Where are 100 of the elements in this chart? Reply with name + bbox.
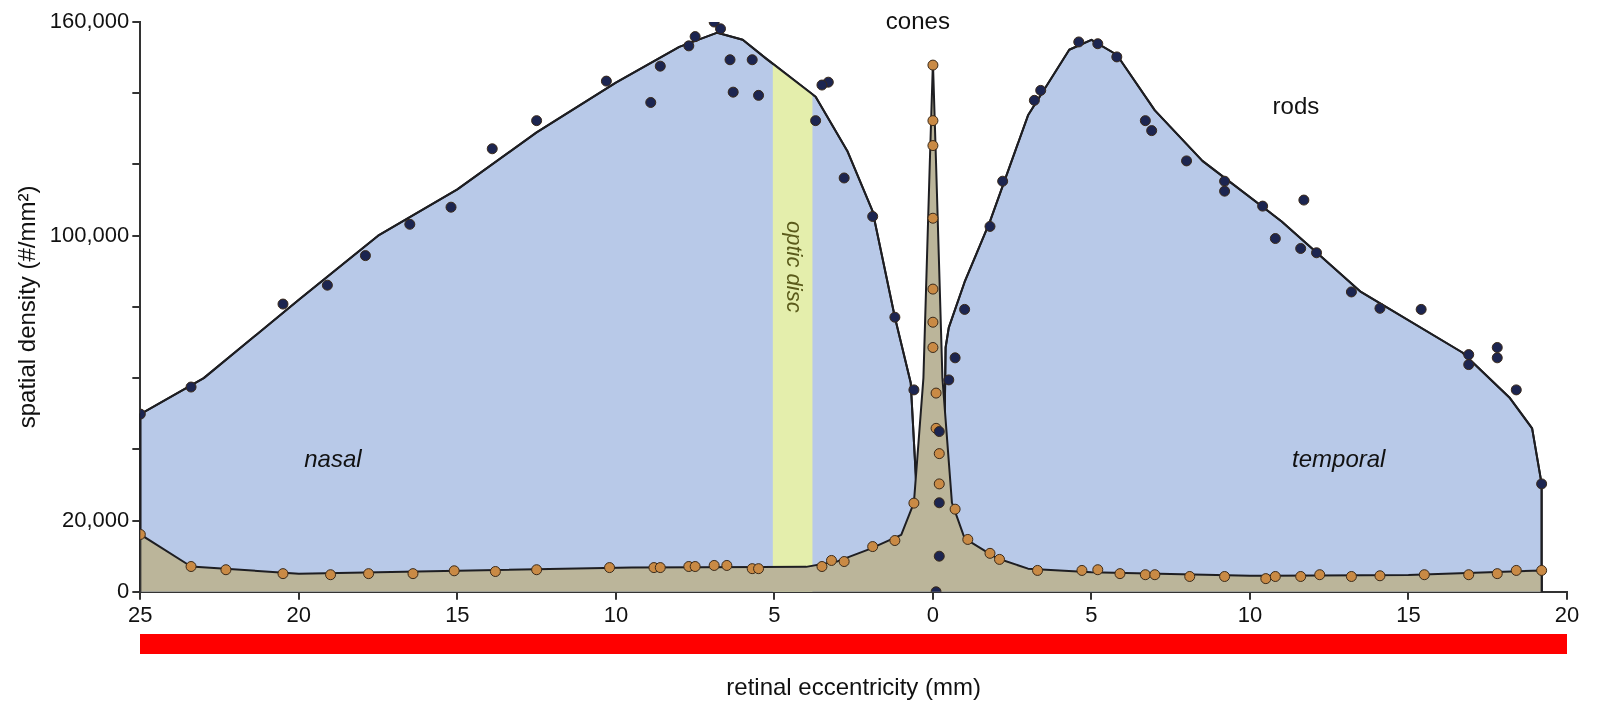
point — [753, 89, 765, 101]
point — [984, 547, 996, 559]
x-tick-label: 15 — [445, 602, 470, 628]
band-label: optic disc — [781, 221, 807, 313]
point — [715, 23, 727, 35]
point — [1295, 570, 1307, 582]
annotation: temporal — [1292, 445, 1387, 473]
point — [683, 40, 695, 52]
x-tick-label: 0 — [926, 602, 940, 628]
point — [1463, 359, 1475, 371]
point — [489, 566, 501, 577]
x-tick-label: 20 — [1554, 602, 1580, 628]
point — [1219, 185, 1231, 197]
point — [1149, 569, 1161, 581]
point — [838, 172, 850, 184]
point — [949, 352, 961, 364]
point — [927, 316, 939, 328]
point — [933, 478, 945, 490]
point — [1491, 352, 1503, 364]
annotation: cones — [885, 6, 950, 34]
point — [1269, 570, 1281, 582]
point — [1536, 564, 1548, 576]
point — [962, 533, 974, 545]
point — [1076, 564, 1088, 576]
point — [927, 283, 939, 295]
y-tick-label: 160,000 — [49, 8, 130, 34]
x-tick-label: 10 — [1237, 602, 1263, 628]
point — [531, 115, 543, 127]
point — [1181, 155, 1193, 167]
point — [185, 381, 197, 393]
point — [654, 60, 666, 72]
y-tick-label: 20,000 — [62, 506, 130, 532]
point — [1139, 115, 1151, 127]
point — [927, 115, 939, 127]
point — [1035, 84, 1047, 96]
point — [1491, 342, 1503, 353]
point — [1510, 384, 1522, 396]
x-axis-title: retinal eccentricity (mm) — [726, 673, 982, 701]
point — [1463, 569, 1475, 581]
point — [1260, 573, 1272, 585]
point — [838, 556, 850, 568]
annotation: rods — [1272, 92, 1320, 120]
point — [949, 503, 961, 515]
point — [727, 86, 739, 98]
point — [994, 553, 1005, 565]
x-tick-label: 5 — [768, 602, 781, 628]
point — [927, 212, 939, 224]
point — [1536, 478, 1548, 490]
point — [1415, 303, 1427, 315]
point — [363, 568, 375, 580]
point — [1257, 200, 1269, 212]
point — [959, 303, 971, 315]
point — [689, 31, 701, 43]
point — [1298, 194, 1310, 206]
point — [867, 210, 879, 222]
point — [445, 201, 457, 213]
point — [407, 568, 419, 580]
point — [486, 143, 498, 155]
point — [359, 250, 371, 262]
point — [689, 561, 701, 573]
point — [1510, 564, 1522, 576]
point — [1146, 125, 1158, 137]
point — [1311, 247, 1323, 259]
point — [1374, 570, 1386, 582]
point — [889, 535, 901, 547]
y-tick-label: 0 — [117, 577, 130, 603]
point — [600, 75, 612, 87]
point — [531, 564, 543, 576]
point — [753, 563, 765, 575]
x-tick-label: 5 — [1085, 602, 1098, 628]
point — [927, 140, 939, 152]
point — [1314, 569, 1326, 581]
point — [604, 562, 616, 574]
x-tick-label: 10 — [603, 602, 629, 628]
point — [908, 384, 920, 396]
point — [1111, 51, 1123, 63]
point — [867, 541, 879, 553]
point — [1345, 286, 1357, 298]
point — [321, 279, 333, 291]
point — [889, 311, 901, 323]
y-tick-label: 100,000 — [49, 221, 130, 247]
point — [816, 561, 828, 573]
point — [1345, 570, 1357, 582]
point — [1092, 564, 1104, 576]
point — [816, 79, 828, 91]
point — [721, 559, 733, 571]
point — [933, 550, 945, 562]
point — [1295, 243, 1307, 254]
point — [1184, 570, 1196, 582]
point — [1028, 94, 1040, 106]
point — [825, 554, 837, 566]
x-tick-label: 25 — [128, 602, 153, 628]
point — [724, 54, 736, 66]
point — [1463, 349, 1475, 361]
point — [1491, 568, 1503, 580]
point — [220, 564, 232, 576]
point — [1114, 568, 1126, 580]
point — [325, 569, 337, 581]
point — [930, 387, 942, 399]
point — [908, 497, 920, 509]
